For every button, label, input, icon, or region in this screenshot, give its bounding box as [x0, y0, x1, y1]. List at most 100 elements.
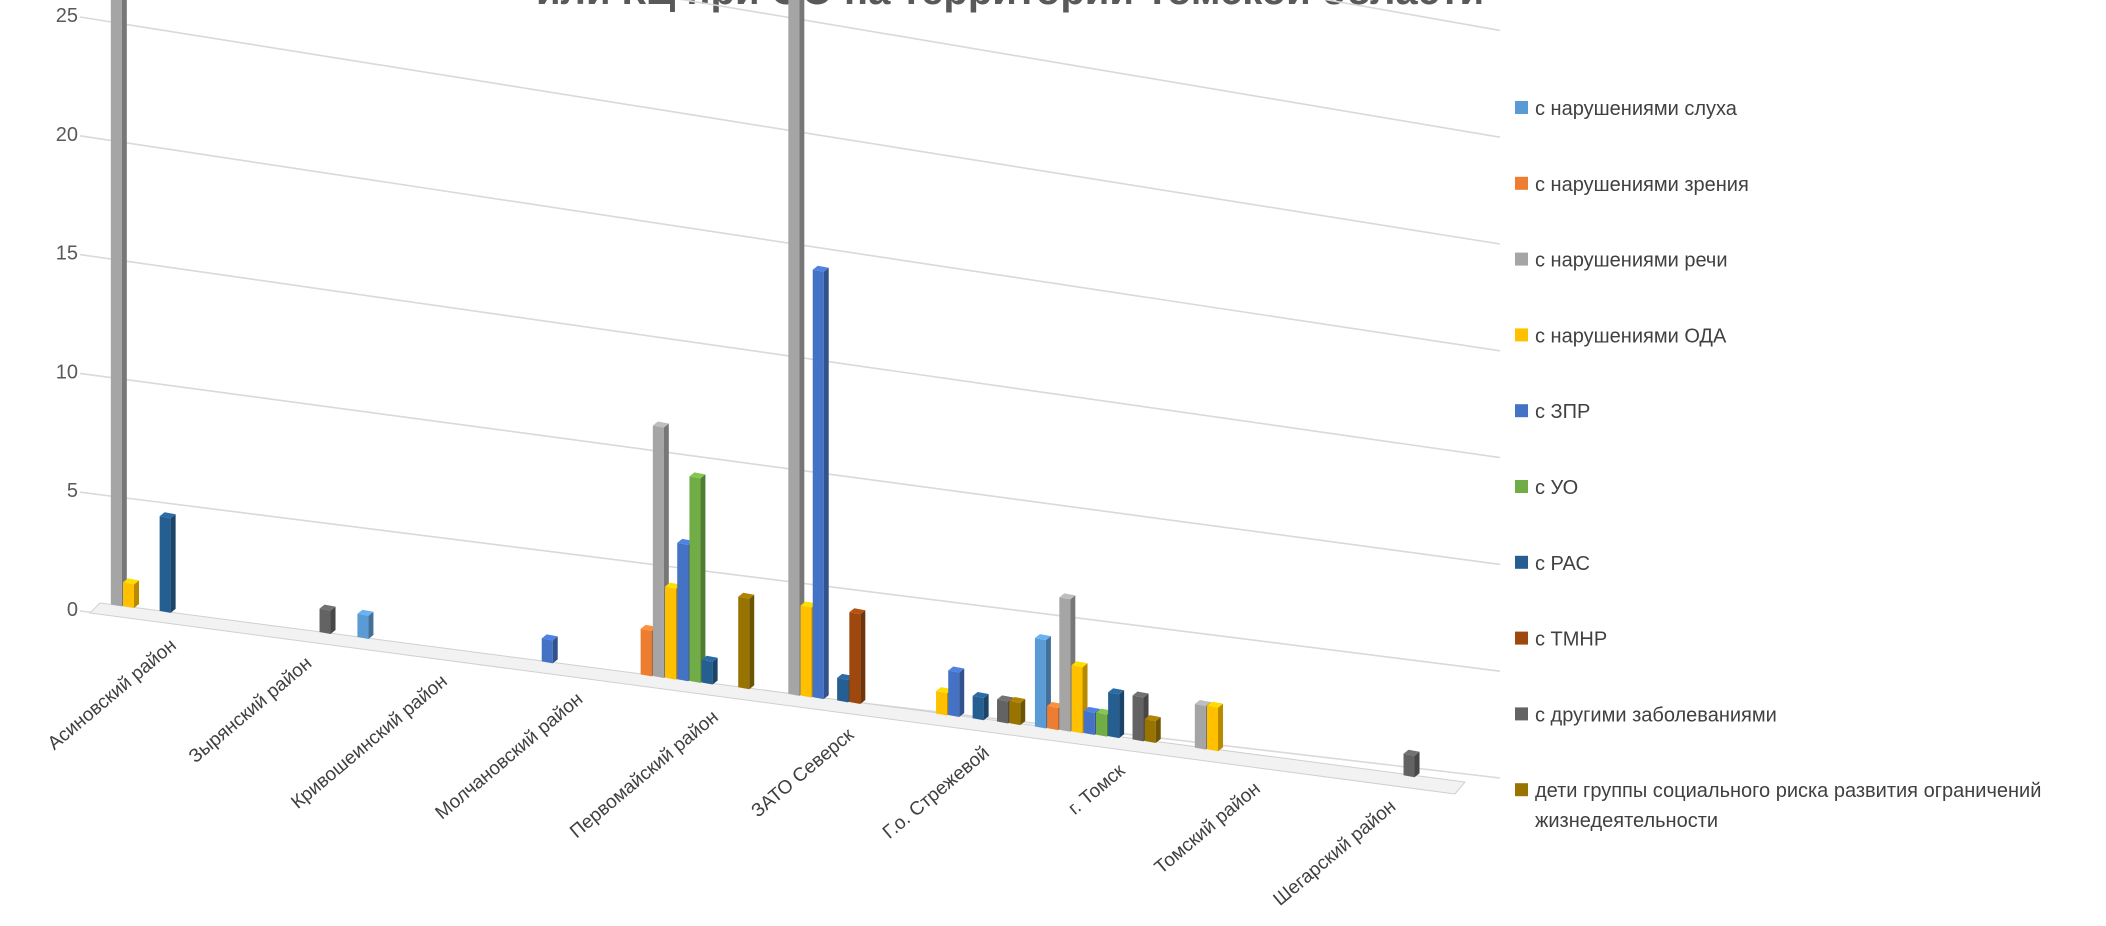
bar-front — [677, 542, 689, 682]
bar-side — [1155, 717, 1161, 744]
legend-label: с нарушениями зрения — [1535, 174, 1749, 196]
bar-side — [823, 267, 829, 700]
legend-label: с ТМНР — [1535, 629, 1607, 651]
y-tick-label: 15 — [56, 243, 78, 265]
bar-front — [1144, 719, 1156, 744]
bar-front — [1108, 692, 1120, 739]
bar-side — [959, 668, 965, 718]
bar-front — [1047, 706, 1059, 731]
bar — [701, 655, 718, 685]
y-tick-label: 0 — [67, 599, 78, 621]
bar-side — [1119, 690, 1125, 739]
bar-front — [800, 605, 812, 698]
bar-side — [983, 694, 989, 721]
bar-front — [665, 586, 677, 680]
bar — [319, 604, 336, 634]
y-tick-label: 20 — [56, 124, 78, 146]
bar-side — [330, 606, 336, 634]
bar-side — [1414, 751, 1420, 778]
bar-top — [1009, 696, 1026, 703]
bar-top — [800, 601, 817, 608]
bar-front — [738, 596, 750, 690]
bar — [110, 0, 127, 607]
y-tick-label: 25 — [56, 5, 78, 27]
bar-front — [357, 613, 369, 640]
bar-top — [357, 609, 374, 616]
bar-front — [1194, 703, 1206, 750]
bar — [159, 512, 176, 613]
bar-side — [799, 0, 805, 696]
bar-front — [1083, 710, 1095, 735]
bar — [849, 608, 866, 704]
bar-front — [936, 691, 948, 716]
bar-front — [788, 0, 800, 696]
bar-front — [541, 638, 553, 664]
legend-label: с нарушениями речи — [1535, 250, 1728, 272]
legend-label: с ЗПР — [1535, 401, 1590, 423]
bar-top — [1071, 661, 1088, 668]
bar-top — [738, 592, 755, 599]
bar-front — [972, 696, 984, 721]
bar-front — [1071, 665, 1083, 734]
bar-side — [170, 514, 176, 613]
bar-front — [159, 516, 171, 613]
legend-label: с РАС — [1535, 553, 1590, 575]
bar-top — [1144, 715, 1161, 722]
legend-label: с нарушениями слуха — [1535, 98, 1738, 120]
bar-front — [812, 269, 824, 700]
bar-front — [1034, 638, 1046, 729]
bar-front — [1095, 712, 1107, 737]
x-tick-label: ЗАТО Северск — [748, 724, 859, 822]
chart-floor — [88, 602, 1466, 795]
bar-top — [812, 265, 829, 272]
legend-swatch — [1515, 328, 1528, 342]
bar-front — [1403, 753, 1415, 778]
x-tick-label: Первомайский район — [566, 707, 722, 843]
legend-swatch — [1515, 783, 1528, 797]
bar-front — [319, 608, 331, 634]
bar — [1403, 749, 1420, 778]
bar-side — [860, 610, 866, 704]
bar-top — [1047, 702, 1064, 709]
x-tick-label: г. Томск — [1065, 760, 1130, 819]
bar-top — [652, 421, 669, 428]
y-axis-ticks: 05101520253035404550 — [56, 5, 78, 621]
bar-top — [1403, 749, 1420, 756]
bar — [948, 666, 965, 718]
bar-front — [997, 699, 1009, 724]
bar-top — [997, 695, 1014, 702]
legend-swatch — [1515, 404, 1528, 418]
bar-side — [121, 0, 127, 607]
bar — [357, 609, 374, 640]
bar-top — [677, 538, 694, 545]
bar-top — [1207, 701, 1224, 708]
bar-front — [701, 659, 713, 685]
bar — [689, 472, 706, 683]
bar-top — [665, 582, 682, 589]
chart-title: или КЦ при ОО на территории Томской обла… — [536, 0, 1484, 13]
bar-front — [948, 670, 960, 718]
bar-top — [1059, 593, 1076, 600]
bar-top — [701, 655, 718, 662]
x-tick-label: Шегарский район — [1270, 796, 1401, 910]
y-tick-label: 5 — [67, 480, 78, 502]
x-tick-label: Зырянский район — [185, 653, 316, 768]
legend: с нарушениями слуха с нарушениями зрения с… — [1515, 98, 2041, 832]
bar-front — [1059, 597, 1071, 732]
bar-top — [1132, 691, 1149, 698]
bar-front — [640, 628, 652, 677]
bar-front — [837, 677, 849, 703]
x-tick-label: Г.о. Стрежевой — [879, 742, 994, 843]
bar-front — [110, 0, 122, 607]
bar-top — [936, 687, 953, 694]
legend-swatch — [1515, 176, 1528, 190]
bar — [1009, 696, 1026, 726]
bar-top — [1095, 708, 1112, 715]
bar-front — [1132, 695, 1144, 742]
bar-side — [368, 611, 374, 640]
bars — [110, 0, 1420, 778]
bar-top — [1194, 699, 1211, 706]
bar-top — [319, 604, 336, 611]
bar-side — [1020, 698, 1026, 726]
